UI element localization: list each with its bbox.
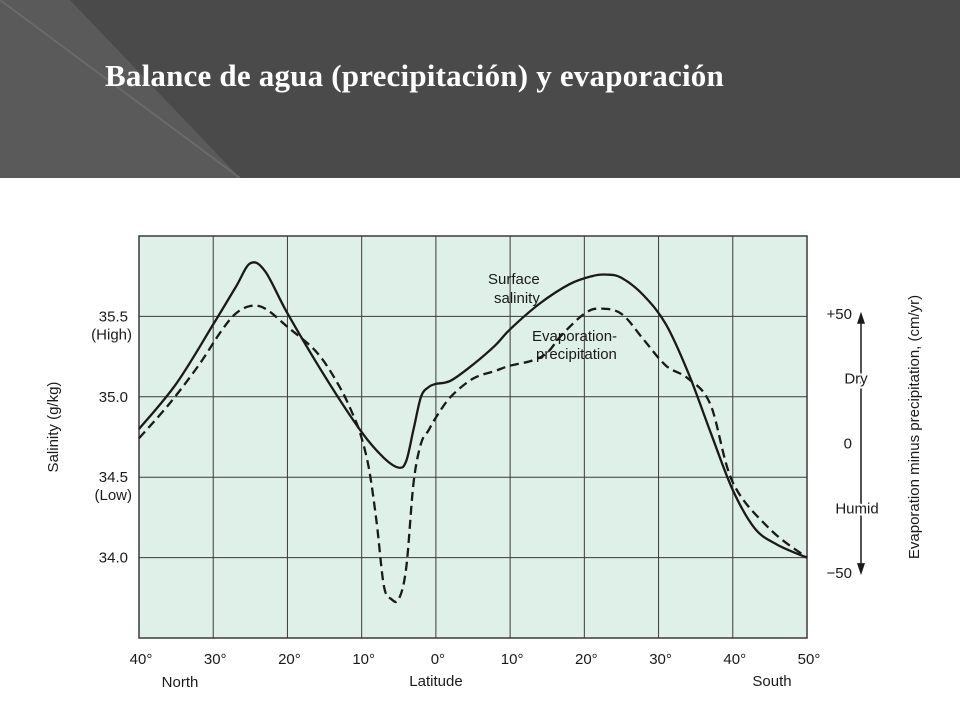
y-left-tick-label: 35.5: [99, 308, 128, 325]
header-diagonal-line: [0, 0, 241, 178]
x-tick-label: 40°: [130, 651, 153, 668]
header-decoration: [0, 0, 241, 178]
x-tick-label: 30°: [204, 651, 227, 668]
y-left-tick-sublabel: (High): [91, 326, 132, 343]
x-tick-label: 0°: [431, 651, 445, 668]
x-axis-label: Latitude: [409, 673, 462, 690]
slide-title: Balance de agua (precipitación) y evapor…: [105, 58, 724, 93]
arrow-down-icon: [857, 563, 865, 576]
x-tick-label: 30°: [649, 651, 672, 668]
arrow-up-icon: [857, 311, 865, 324]
dry-annotation: Dry: [844, 371, 868, 388]
surface-salinity-line: [138, 261, 808, 559]
plot-background: [139, 236, 807, 638]
y-left-tick-label: 34.5: [99, 469, 128, 486]
surface-salinity-label: salinity: [494, 290, 540, 307]
y-left-tick-label: 34.0: [99, 550, 128, 567]
y-left-tick-label: 35.0: [99, 389, 128, 406]
surface-salinity-label: Surface: [488, 271, 540, 288]
salinity-evaporation-chart: Surface salinity Evaporation-precipitation…: [45, 235, 923, 691]
y-right-tick-label: +50: [827, 306, 852, 323]
evaporation-precipitation-label: precipitation: [536, 346, 617, 363]
x-hemisphere-label-south: South: [752, 673, 791, 690]
axis-layer: 40° 30° 20° 10° 0° 10° 20° 30° 40° 50° North South L…: [45, 295, 923, 691]
y-left-tick-sublabel: (Low): [94, 487, 132, 504]
y-right-axis-label: Evaporation minus precipitation, (cm/yr): [906, 295, 923, 559]
gridlines: [139, 236, 807, 638]
x-tick-label: 20°: [278, 651, 301, 668]
x-tick-label: 40°: [723, 651, 746, 668]
y-right-tick-label: 0: [844, 435, 852, 452]
slide-header: Balance de agua (precipitación) y evapor…: [0, 0, 960, 178]
evaporation-precipitation-label: Evaporation-: [532, 328, 617, 345]
labels-layer: Surface salinity Evaporation-precipitation: [488, 271, 617, 363]
x-tick-label: 10°: [501, 651, 524, 668]
x-tick-label: 50°: [798, 651, 821, 668]
evaporation-precipitation-line: [138, 304, 808, 604]
y-left-axis-label: Salinity (g/kg): [45, 382, 62, 473]
x-tick-label: 20°: [575, 651, 598, 668]
humid-annotation: Humid: [835, 500, 878, 517]
series-layer: [138, 261, 808, 604]
x-hemisphere-label-north: North: [162, 674, 199, 691]
y-right-tick-label: −50: [827, 565, 852, 582]
x-tick-label: 10°: [352, 651, 375, 668]
